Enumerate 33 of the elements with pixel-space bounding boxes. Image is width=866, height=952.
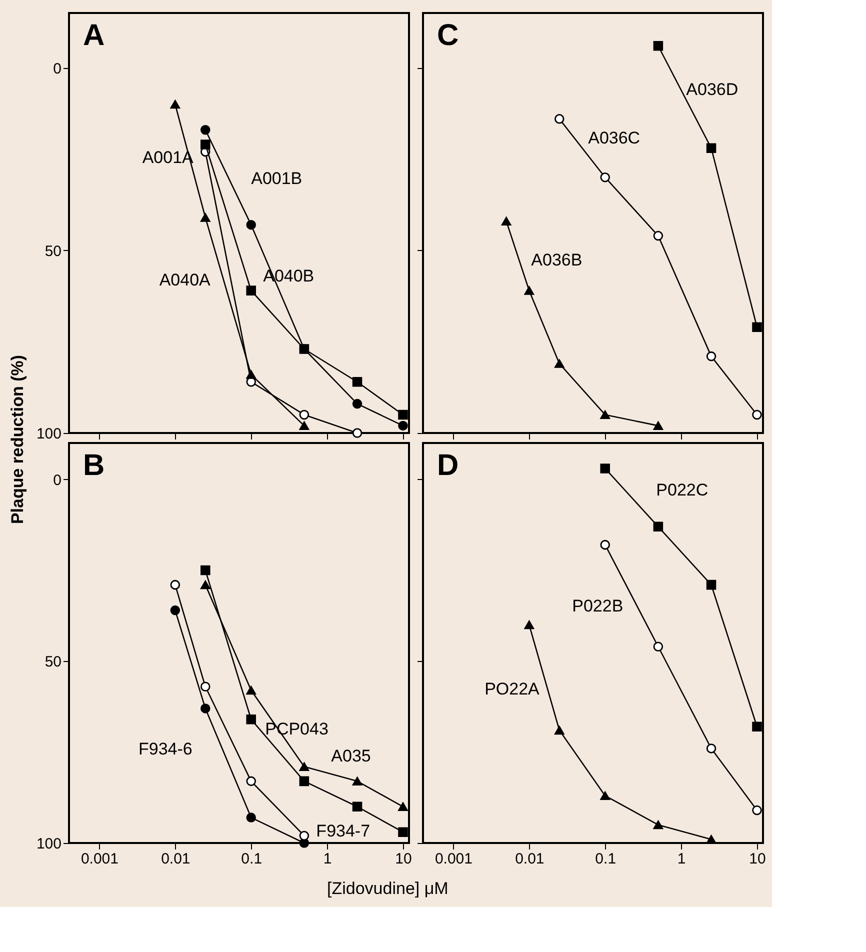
series-label: A036C <box>588 128 640 148</box>
series-label: A035 <box>331 746 371 766</box>
series-label: P022C <box>656 480 708 500</box>
chart-title: B <box>83 449 105 482</box>
chart-title: A <box>83 19 105 52</box>
series-label: P022B <box>572 596 624 616</box>
chart-title: C <box>437 19 459 52</box>
y-axis-title: Plaque reduction (%) <box>8 354 27 524</box>
x-tick-label: 0.1 <box>595 850 616 868</box>
x-tick-label: 1 <box>677 850 686 868</box>
x-tick-label: 0.01 <box>515 850 544 868</box>
y-tick-label: 100 <box>36 836 62 852</box>
series-label: A036B <box>531 250 582 270</box>
y-tick-label: 0 <box>53 60 62 78</box>
x-tick-label: 0.001 <box>80 850 118 868</box>
x-tick-label: 10 <box>395 850 412 868</box>
y-tick-label: 100 <box>36 426 62 442</box>
series-label: PO22A <box>484 679 540 698</box>
x-tick-label: 1 <box>323 850 332 868</box>
x-tick-label: 0.01 <box>161 850 190 868</box>
y-tick-label: 50 <box>44 242 62 260</box>
series-label: A036D <box>686 80 738 99</box>
x-axis-title: [Zidovudine] μM <box>327 879 448 898</box>
x-tick-label: 10 <box>749 850 766 868</box>
series-label: F934-6 <box>138 739 192 758</box>
series-label: A040A <box>159 270 212 290</box>
y-tick-label: 0 <box>53 472 62 489</box>
x-tick-label: 0.001 <box>434 850 472 868</box>
x-tick-label: 0.1 <box>241 850 262 868</box>
chart-title: D <box>437 449 459 482</box>
y-tick-label: 50 <box>44 654 62 671</box>
series-label: F934-7 <box>316 822 370 841</box>
series-label: A001B <box>251 168 302 188</box>
